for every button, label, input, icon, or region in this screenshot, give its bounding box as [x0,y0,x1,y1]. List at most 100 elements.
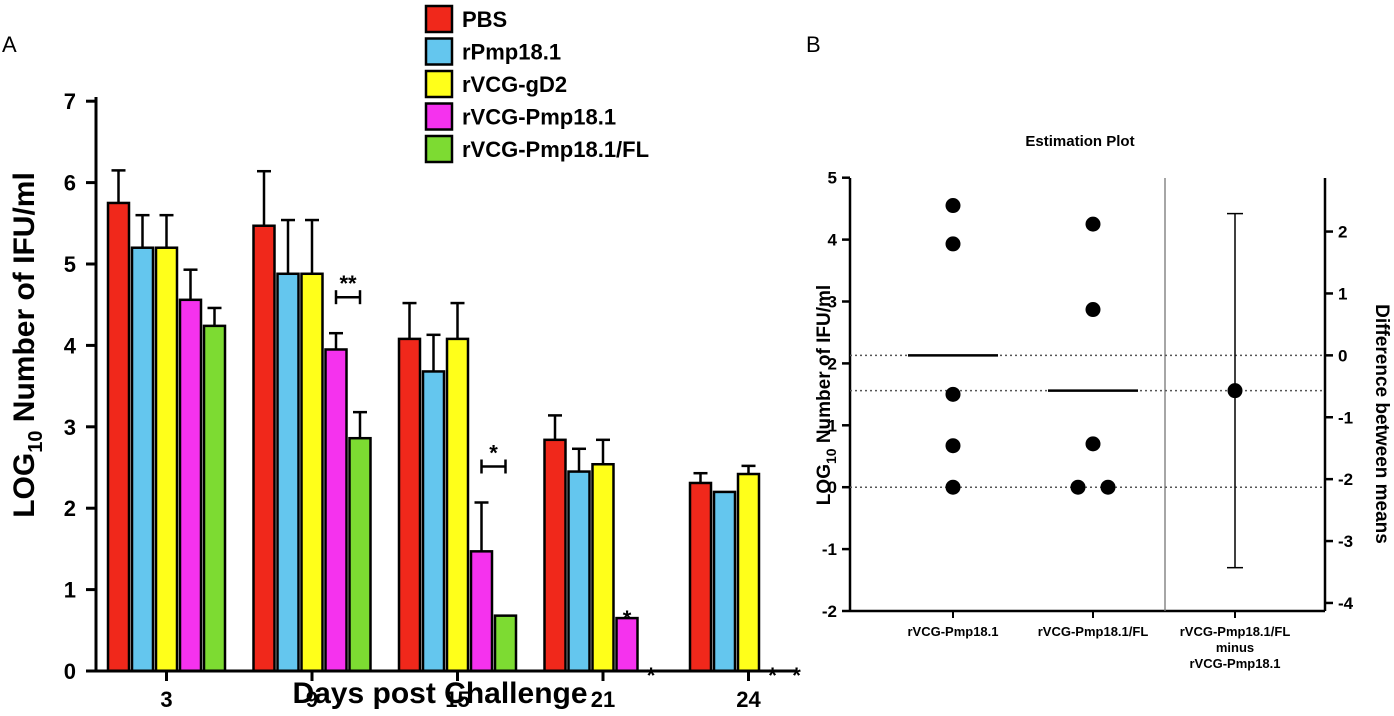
panel-b-category-label: rVCG-Pmp18.1 [907,624,998,639]
panel-b: B Estimation Plot -2 -1 0 1 2 3 4 5 -4 -3 -2 -1 0 1 2… [806,32,1392,671]
legend-label-pbs: PBS [462,7,507,32]
panel-a-significance: ***** * * [334,271,801,688]
panel-a-y-axis-title: LOG10 Number of IFU/ml [8,172,47,518]
panel-a: A LOG10 Number of IFU/ml 0 1 2 3 4 5 6 7 3 9 15 21… [2,4,801,712]
panel-b-axes [848,178,1327,613]
legend-label-rvcg-gd2: rVCG-gD2 [462,72,567,97]
bar-pbs-day-21 [543,438,567,673]
panel-a-y-tick-label: 0 [64,659,76,684]
panel-a-y-tick-label: 2 [64,496,76,521]
data-point-rvcg-pmp18-1-fl [1100,479,1116,495]
bar-rvcg-pmp18-1-fl-day-9 [348,436,372,673]
panel-b-y-ticks: -2 -1 0 1 2 3 4 5 [822,169,850,621]
bar-rvcg-pmp18-1-fl-day-15 [493,614,518,673]
panel-b-right-tick-label: -3 [1338,532,1353,551]
panel-a-y-tick-label: 3 [64,415,76,440]
significance-label: ** [339,271,357,296]
panel-a-y-tick-label: 4 [64,333,77,358]
data-point-rvcg-pmp18-1-fl [1085,302,1101,318]
panel-a-letter: A [2,32,17,57]
panel-b-y-axis-title-suffix: Number of IFU/ml [814,285,835,449]
legend-swatch-rvcg-pmp18-1-fl [424,134,454,164]
panel-a-y-tick-label: 7 [64,89,76,114]
panel-b-y-axis-title-prefix: LOG [814,464,835,505]
panel-b-y-tick-label: 1 [828,416,837,435]
bar-rvcg-pmp18-1-day-3 [178,298,203,673]
difference-mean-point [1227,383,1243,399]
panel-b-points [908,198,1138,495]
panel-b-reference-lines [850,354,1325,488]
panel-b-category-label: minus [1216,640,1254,655]
bar-rvcg-gd2-day-9 [300,272,324,673]
panel-b-letter: B [806,32,821,57]
bar-rvcg-pmp18-1-day-9 [324,348,348,673]
panel-a-x-tick-label: 21 [591,687,615,712]
panel-a-y-tick-label: 6 [64,171,76,196]
panel-a-y-axis-title-suffix: Number of IFU/ml [8,172,41,430]
data-point-rvcg-pmp18-1 [945,198,961,214]
legend-label-rvcg-pmp18-1: rVCG-Pmp18.1 [462,105,616,130]
bar-rpmp18-1-day-9 [276,272,300,673]
significance-label: * [489,441,498,466]
bar-rpmp18-1-day-24 [712,490,737,673]
bar-rvcg-gd2-day-21 [591,462,615,673]
panel-a-legend: PBS rPmp18.1 rVCG-gD2 rVCG-Pmp18.1 rVCG-Pmp1… [424,4,649,164]
panel-b-categories: rVCG-Pmp18.1 rVCG-Pmp18.1/FL rVCG-Pmp18.1/… [907,611,1290,671]
legend-swatch-pbs [424,4,454,34]
panel-b-y-tick-label: -2 [822,602,837,621]
panel-a-bars [106,201,761,673]
bar-rvcg-gd2-day-3 [154,246,179,673]
bar-pbs-day-15 [397,337,422,673]
data-point-rvcg-pmp18-1 [945,479,961,495]
panel-b-y-axis-title-subscript: 10 [823,448,839,464]
significance-label: * [647,663,656,688]
panel-a-y-axis-title-subscript: 10 [25,431,47,453]
panel-a-x-ticks: 3 9 15 21 24 [160,671,761,712]
bar-rpmp18-1-day-21 [567,470,591,673]
data-point-rvcg-pmp18-1-fl [1070,479,1086,495]
panel-a-x-tick-label: 24 [736,687,761,712]
svg-text:LOG10 Number of IFU/ml: LOG10 Number of IFU/ml [8,172,47,518]
bar-rpmp18-1-day-3 [130,246,155,673]
bar-rvcg-pmp18-1-fl-day-3 [202,324,227,673]
panel-b-title: Estimation Plot [1025,133,1134,150]
bar-rpmp18-1-day-15 [421,370,446,673]
panel-a-x-tick-label: 9 [306,687,318,712]
panel-b-y-tick-label: 2 [828,354,837,373]
legend-swatch-rvcg-pmp18-1 [424,102,454,131]
significance-label: * [792,663,801,688]
bar-rvcg-gd2-day-15 [445,337,470,673]
significance-label: * [768,663,777,688]
panel-b-y-tick-label: 0 [828,478,837,497]
panel-a-x-tick-label: 3 [160,687,172,712]
panel-a-x-tick-label: 15 [445,687,469,712]
bar-pbs-day-9 [252,224,276,673]
bar-rvcg-gd2-day-24 [736,472,761,673]
panel-b-y-tick-label: -1 [822,540,837,559]
legend-swatch-rpmp18-1 [424,37,454,66]
panel-b-y-axis-title: LOG10 Number of IFU/ml [814,285,839,505]
panel-a-y-axis-title-prefix: LOG [8,453,41,518]
svg-text:LOG10 Number of IFU/ml: LOG10 Number of IFU/ml [814,285,839,505]
panel-b-category-label: rVCG-Pmp18.1/FL [1180,624,1291,639]
panel-a-axes [94,97,796,673]
panel-b-y-tick-label: 3 [828,293,837,312]
panel-b-right-tick-label: 1 [1338,284,1347,303]
panel-b-right-tick-label: 0 [1338,346,1347,365]
panel-b-right-tick-label: -1 [1338,408,1353,427]
panel-a-y-tick-label: 5 [64,252,76,277]
panel-b-right-tick-label: -2 [1338,470,1353,489]
panel-a-y-tick-label: 1 [64,578,76,603]
significance-label: * [623,606,632,631]
panel-b-category-label: rVCG-Pmp18.1 [1189,656,1280,671]
bar-pbs-day-24 [688,481,713,673]
bar-pbs-day-3 [106,201,131,673]
panel-b-y-tick-label: 5 [828,169,837,188]
panel-b-right-axis-title-text: Difference between means [1371,304,1392,544]
data-point-rvcg-pmp18-1 [945,386,961,402]
panel-b-right-tick-label: -4 [1338,594,1354,613]
panel-b-right-axis-title: Difference between means [1371,304,1392,544]
panel-a-x-axis-title: Days post Challenge [292,677,587,710]
data-point-rvcg-pmp18-1-fl [1085,436,1101,452]
